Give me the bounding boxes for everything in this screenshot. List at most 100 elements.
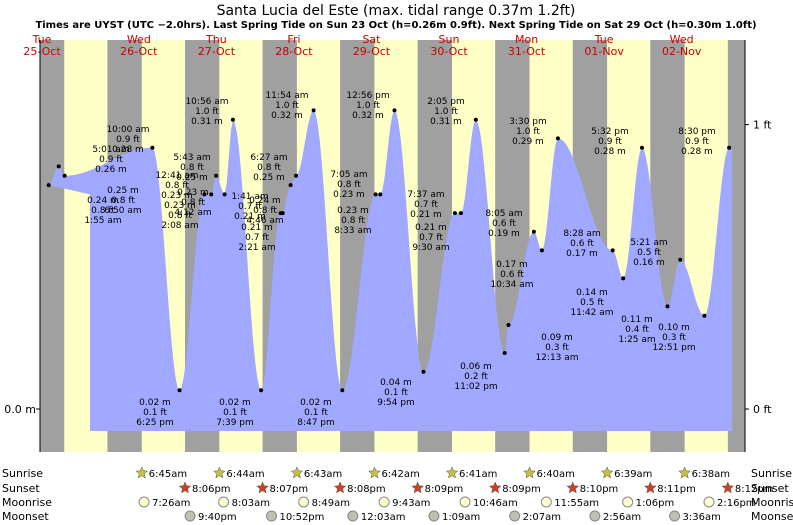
tide-label: 0.7 ft [245,233,269,243]
tide-label: 0.17 m [496,260,528,270]
star-icon [445,466,459,479]
tide-label: 1.0 ft [275,101,299,111]
star-icon [368,466,381,479]
date-label: 31-Oct [508,45,546,58]
sunrise-time: 6:40am [537,469,575,480]
tide-label: 0.32 m [352,111,384,121]
tide-label: 0.24 m [87,196,119,206]
moonrise-time: 2:16pm [717,498,756,509]
tide-point [202,192,207,197]
tide-label: 0.28 m [112,145,144,155]
tide-label: 0.31 m [191,117,223,127]
sunset-time: 8:09pm [502,484,541,495]
star-icon [333,481,347,494]
tide-point [230,117,235,122]
tide-label: 0.02 m [219,398,251,408]
tide-label: 0.9 ft [116,135,140,145]
star-icon [643,481,657,494]
tide-label: 0.19 m [488,229,520,239]
moonrise-icon [378,496,390,508]
tide-label: 1.0 ft [195,107,219,117]
sunrise-time: 6:42am [381,469,419,480]
tide-point [502,351,507,355]
tide-point [46,183,51,188]
star-icon [411,481,425,494]
tide-label: 0.23 m [333,190,365,200]
tide-label: 7:05 am [330,170,367,180]
moonset-icon [184,510,196,522]
moonrise-time: 10:46am [473,498,518,509]
tide-point [621,276,626,281]
tide-point [288,183,293,188]
moonset-icon [669,510,681,522]
tide-points: 0.24 m0.8 ft1:55 am5:01 am0.9 ft0.26 m0.… [46,91,732,428]
tide-label: 0.1 ft [304,408,328,418]
star-icon [488,481,502,494]
date-label: 30-Oct [430,45,468,58]
moonrise-icon [138,496,150,508]
sunset-time: 8:06pm [192,484,231,495]
day-label: Wed [670,33,694,46]
tide-label: 11:02 pm [454,382,497,392]
day-label: Wed [127,33,151,46]
tide-label: 0.21 m [410,210,442,220]
tide-label: 1.0 ft [434,107,458,117]
tide-label: 10:00 am [106,125,149,135]
moonset-time: 2:56am [603,512,641,523]
tide-point [473,117,478,122]
tide-point [392,108,397,113]
tide-label: 7:37 am [407,190,444,200]
tide-point [702,313,707,318]
tide-point [665,304,670,309]
day-label: Sat [362,33,381,46]
chart-title: Santa Lucia del Este (max. tidal range 0… [217,3,576,19]
day-label: Sun [439,33,460,46]
tide-point [727,145,732,150]
tide-label: 0.6 ft [500,270,524,280]
astro-legend-right: Moonset [751,510,793,523]
tide-label: 0.1 ft [384,388,408,398]
tide-point [373,192,378,197]
moonrise-icon [459,496,471,508]
tide-point [150,145,155,150]
tide-point [311,108,316,113]
astro-legend-left: Sunset [2,482,40,495]
tide-curve [48,110,733,432]
star-icon [600,466,614,479]
moonrise-icon [540,496,552,508]
tide-label: 0.28 m [594,147,626,157]
tide-label: 12:51 pm [652,343,695,353]
moonset-icon [589,510,601,522]
date-label: 25-Oct [23,45,61,58]
tide-label: 2:08 am [161,221,198,231]
tide-label: 6:25 pm [136,418,174,428]
moonrise-time: 7:26am [152,498,190,509]
date-label: 27-Oct [198,45,236,58]
moonset-icon [509,510,521,522]
sunset-time: 8:10pm [580,484,619,495]
tide-label: 0.11 m [621,315,653,325]
star-icon [290,466,304,479]
tide-label: 0.8 ft [168,211,192,221]
star-icon [566,481,580,494]
tide-label: 4:12 am [174,208,211,218]
left-tick-label: 0.0 m [4,403,36,416]
tide-label: 1:25 am [618,335,655,345]
tide-label: 0.1 ft [223,408,247,418]
tide-label: 1:41 am [231,192,268,202]
tide-label: 0.10 m [658,323,690,333]
date-label: 28-Oct [275,45,313,58]
sunset-time: 8:09pm [425,484,464,495]
tide-label: 0.25 m [253,173,285,183]
sunset-time: 8:11pm [657,484,696,495]
tide-label: 0.14 m [576,288,608,298]
right-tick-label: 1 ft [753,119,772,132]
tide-label: 0.26 m [95,165,127,175]
star-icon [721,481,735,494]
tide-label: 0.06 m [460,362,492,372]
tide-label: 0.8 ft [91,206,115,216]
moonrise-time: 8:03am [232,498,270,509]
right-tick-label: 0 ft [753,403,772,416]
tide-label: 0.23 m [161,191,193,201]
date-label: 26-Oct [120,45,158,58]
